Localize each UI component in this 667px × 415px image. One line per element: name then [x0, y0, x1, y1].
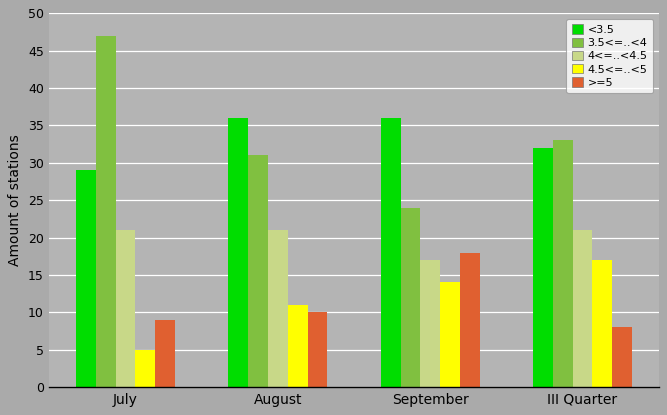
Bar	[307, 312, 327, 387]
Legend: <3.5, 3.5<=..<4, 4<=..<4.5, 4.5<=..<5, >=5: <3.5, 3.5<=..<4, 4<=..<4.5, 4.5<=..<5, >…	[566, 19, 653, 93]
Bar	[420, 260, 440, 387]
Bar	[248, 155, 268, 387]
Bar	[76, 170, 96, 387]
Bar	[96, 36, 115, 387]
Bar	[553, 140, 572, 387]
Bar	[440, 283, 460, 387]
Y-axis label: Amount of stations: Amount of stations	[8, 134, 22, 266]
Bar	[400, 208, 420, 387]
Bar	[287, 305, 307, 387]
Bar	[115, 230, 135, 387]
Bar	[460, 253, 480, 387]
Bar	[155, 320, 175, 387]
Bar	[381, 118, 400, 387]
Bar	[228, 118, 248, 387]
Bar	[268, 230, 287, 387]
Bar	[612, 327, 632, 387]
Bar	[135, 350, 155, 387]
Bar	[592, 260, 612, 387]
Bar	[533, 148, 553, 387]
Bar	[572, 230, 592, 387]
